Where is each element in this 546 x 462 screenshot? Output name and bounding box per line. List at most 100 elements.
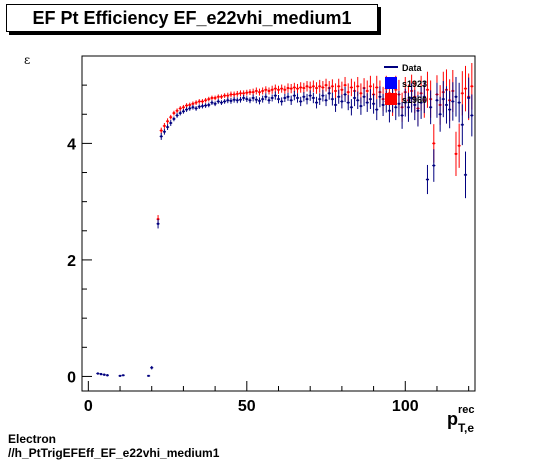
- marker: [258, 91, 261, 94]
- marker: [198, 100, 201, 103]
- marker: [214, 102, 217, 105]
- data-point: [368, 89, 372, 110]
- data-point: [150, 365, 154, 370]
- marker: [239, 98, 242, 101]
- data-point: [444, 86, 449, 124]
- marker: [182, 106, 185, 109]
- marker: [160, 135, 163, 138]
- marker: [229, 93, 232, 96]
- data-point: [248, 97, 252, 104]
- data-point: [191, 104, 195, 110]
- marker: [337, 95, 340, 98]
- marker: [299, 86, 302, 89]
- marker: [255, 89, 258, 92]
- legend-item: Data: [384, 63, 423, 73]
- data-point: [286, 83, 290, 93]
- marker: [413, 103, 416, 106]
- data-point: [175, 113, 179, 118]
- marker: [299, 100, 302, 103]
- data-point: [289, 95, 293, 105]
- marker: [388, 109, 391, 112]
- data-point: [352, 89, 357, 107]
- data-point: [295, 93, 300, 103]
- marker: [426, 178, 429, 181]
- marker: [242, 92, 245, 95]
- data-point: [457, 82, 461, 123]
- y-tick-label: 0: [67, 369, 76, 386]
- marker: [191, 106, 194, 109]
- marker: [226, 94, 229, 97]
- marker: [290, 87, 293, 90]
- data-point: [267, 87, 271, 95]
- marker: [401, 114, 404, 117]
- marker: [242, 96, 245, 99]
- data-point: [333, 97, 338, 112]
- marker: [309, 94, 312, 97]
- data-point: [356, 91, 360, 110]
- data-point: [105, 374, 109, 377]
- marker: [394, 88, 397, 91]
- data-point: [419, 86, 423, 119]
- data-point: [185, 103, 189, 108]
- data-point: [204, 103, 208, 108]
- data-point: [257, 97, 262, 105]
- data-point: [311, 92, 315, 104]
- marker: [166, 126, 169, 129]
- marker: [172, 112, 175, 115]
- data-point: [261, 95, 265, 103]
- marker: [435, 99, 438, 102]
- data-point: [460, 104, 464, 146]
- marker: [442, 98, 445, 101]
- data-point: [207, 102, 211, 108]
- data-point: [197, 99, 201, 104]
- marker: [271, 88, 274, 91]
- marker: [353, 96, 356, 99]
- marker: [302, 87, 305, 90]
- marker: [296, 87, 299, 90]
- data-point: [159, 132, 163, 140]
- data-point: [273, 91, 277, 100]
- data-point: [318, 93, 322, 105]
- marker: [464, 87, 467, 90]
- data-point: [403, 88, 407, 117]
- marker: [163, 130, 166, 133]
- legend-box: [385, 93, 397, 105]
- marker: [261, 89, 264, 92]
- data-point: [463, 65, 468, 112]
- marker: [239, 92, 242, 95]
- axis-ticks: [82, 84, 470, 391]
- chart-title: EF Pt Efficiency EF_e22vhi_medium1: [32, 8, 352, 28]
- marker: [264, 95, 267, 98]
- data-point: [365, 93, 369, 112]
- marker: [220, 101, 223, 104]
- marker: [318, 98, 321, 101]
- plot-frame: [81, 55, 476, 392]
- marker: [214, 96, 217, 99]
- data-point: [175, 108, 179, 114]
- marker: [331, 85, 334, 88]
- data-point: [213, 101, 217, 107]
- marker: [378, 95, 381, 98]
- x-axis-label-superscript: rec: [458, 404, 475, 416]
- marker: [423, 95, 426, 98]
- marker: [328, 92, 331, 95]
- data-point: [438, 96, 442, 132]
- marker: [315, 101, 318, 104]
- data-point: [229, 91, 233, 98]
- marker: [100, 373, 103, 376]
- marker: [458, 144, 461, 147]
- footer-line-electron: Electron: [8, 432, 57, 446]
- data-point: [289, 83, 293, 94]
- data-point: [204, 97, 208, 103]
- data-point: [185, 107, 189, 112]
- y-axis-label: ε: [24, 53, 30, 67]
- data-point: [451, 82, 455, 121]
- data-point: [242, 95, 246, 101]
- data-point: [375, 99, 379, 121]
- marker: [290, 99, 293, 102]
- marker: [106, 374, 109, 377]
- marker: [331, 98, 334, 101]
- data-point: [200, 103, 205, 109]
- data-point: [219, 100, 224, 105]
- marker: [426, 88, 429, 91]
